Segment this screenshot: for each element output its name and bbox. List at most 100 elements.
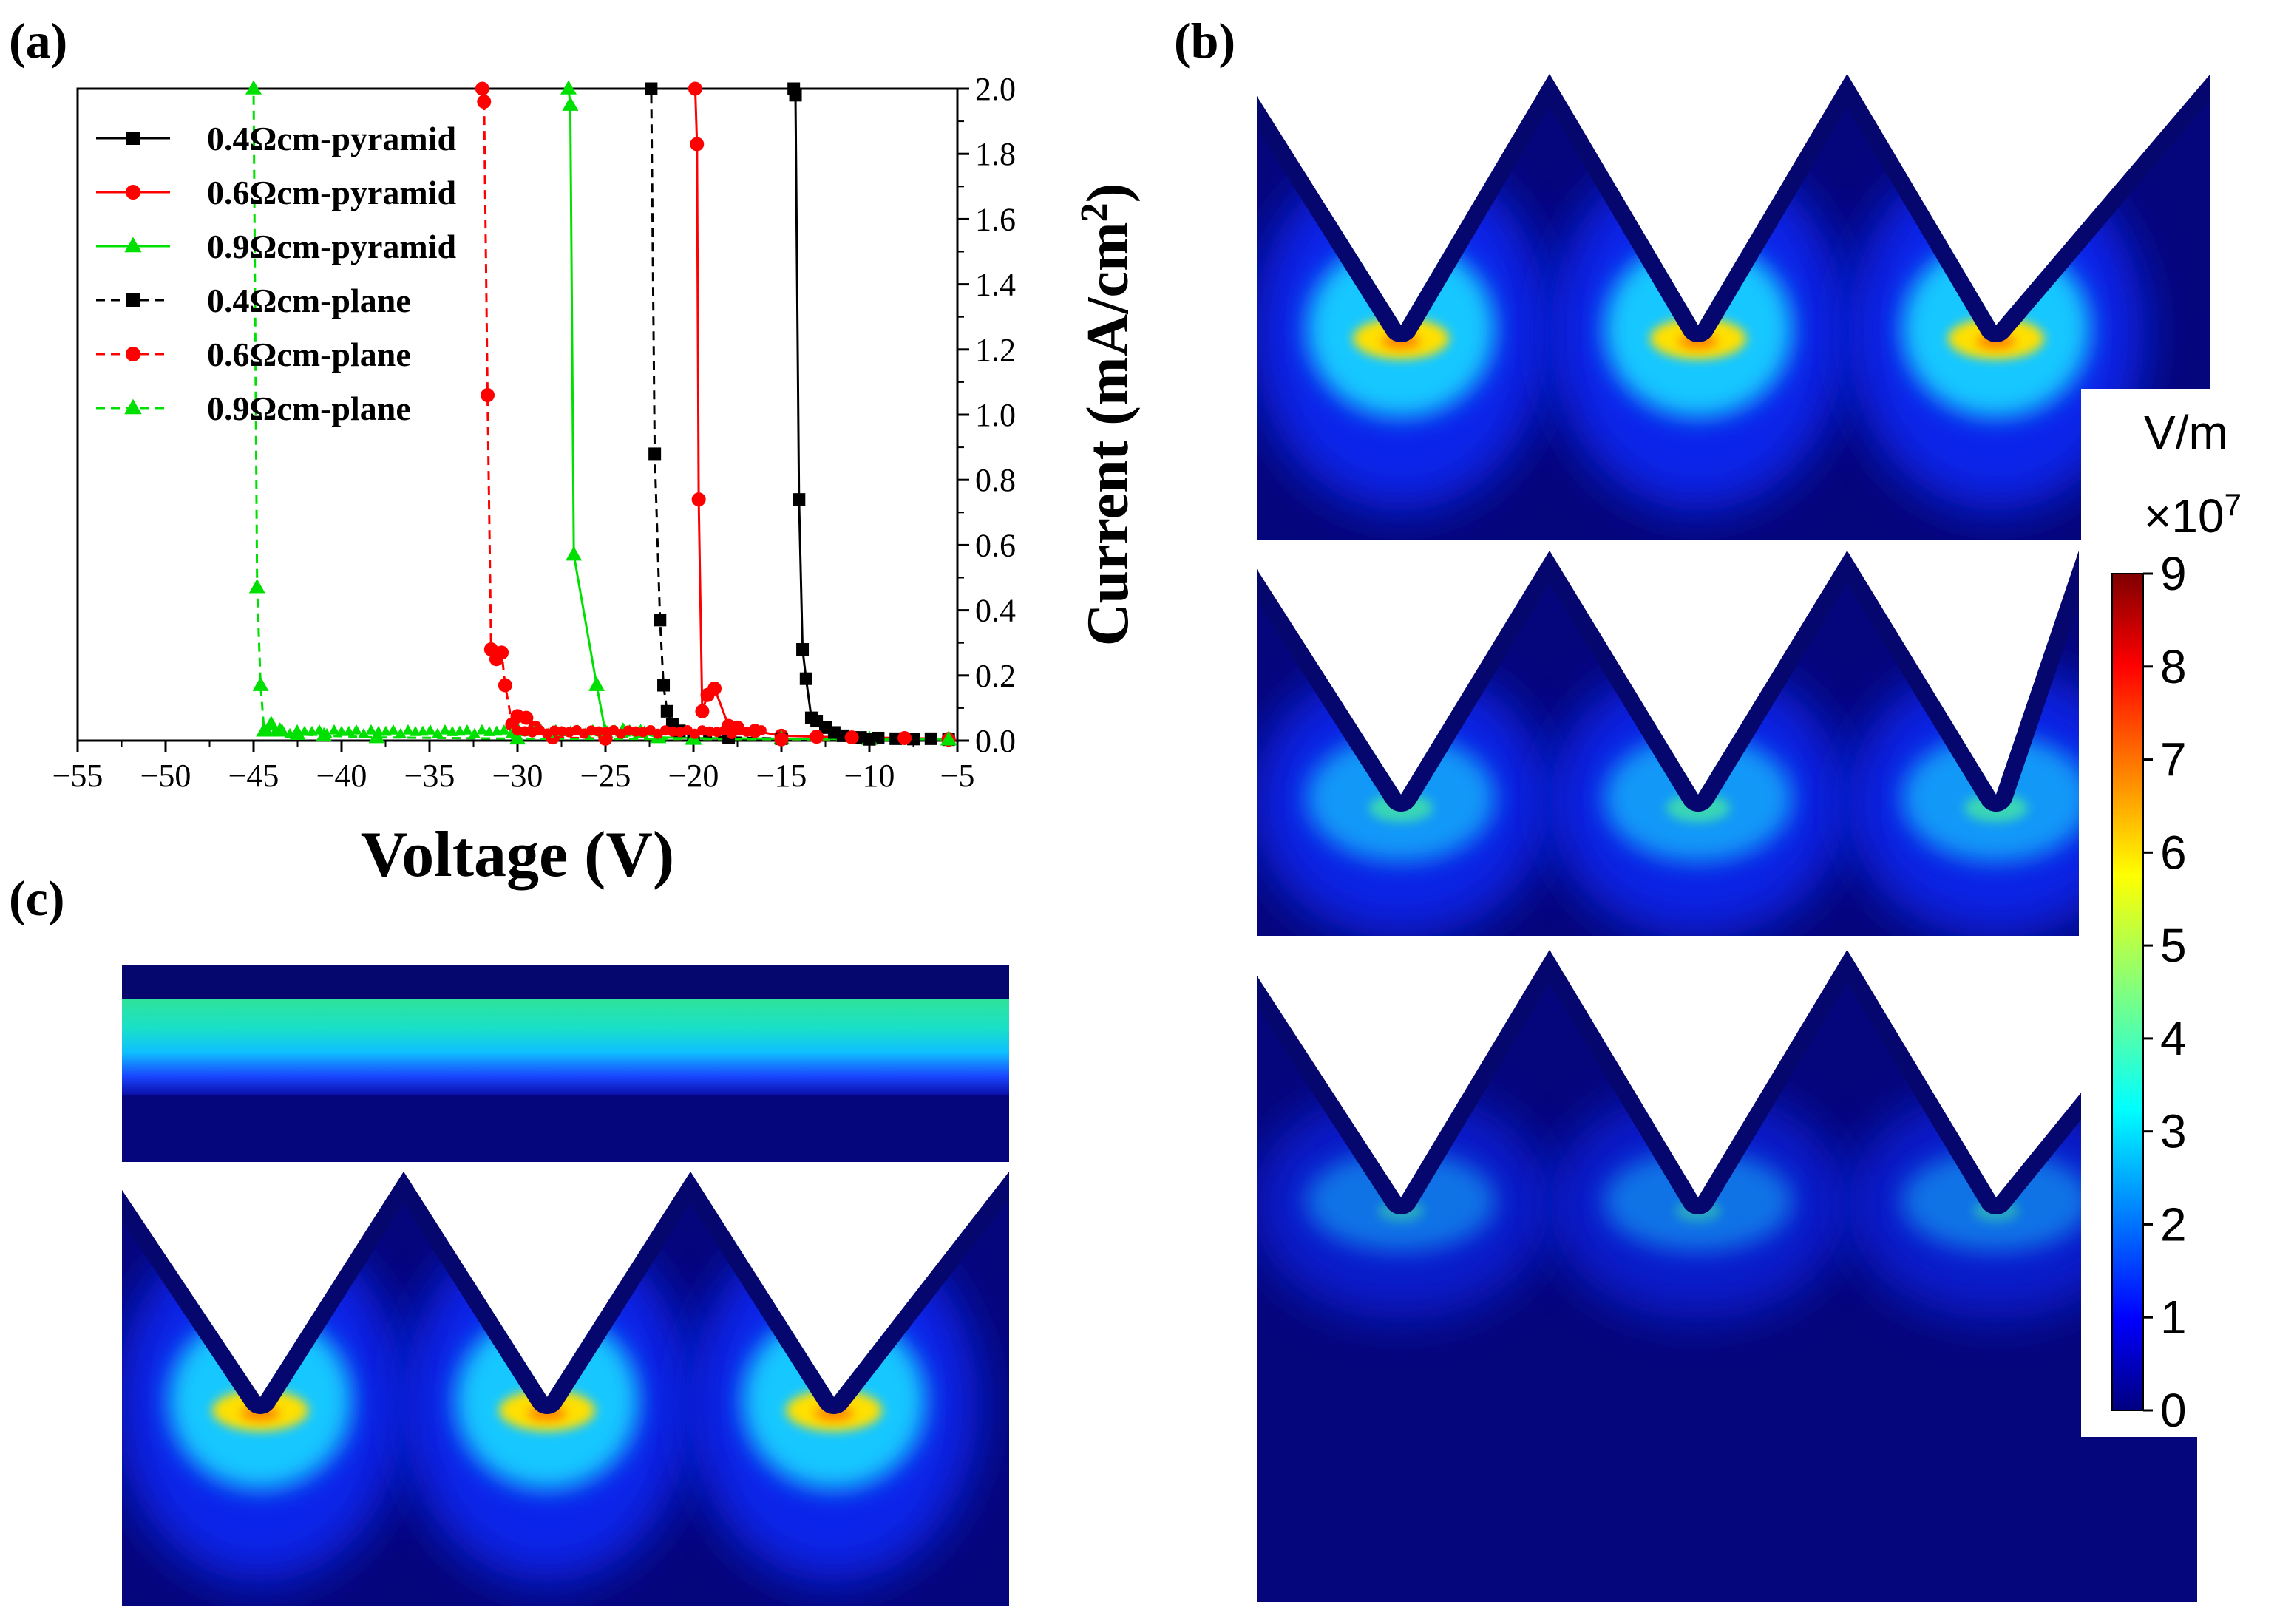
baseline-point-0	[469, 727, 481, 738]
x-tick-label: −55	[52, 758, 103, 794]
y-tick-label: 1.4	[975, 267, 1016, 303]
x-tick-label: −20	[668, 758, 719, 794]
data-point-3	[645, 82, 658, 95]
data-point-1	[691, 492, 706, 507]
legend-marker-4	[126, 347, 140, 361]
baseline-point-0	[299, 725, 310, 736]
colorbar-tick-label: 0	[2160, 1384, 2187, 1437]
baseline-point-0	[424, 724, 436, 735]
data-point-1	[695, 704, 710, 718]
colorbar-tick-label: 2	[2160, 1197, 2187, 1251]
y-tick-label: 0.0	[975, 723, 1016, 759]
y-tick-label: 1.0	[975, 397, 1016, 433]
data-point-3	[648, 447, 662, 461]
colorbar-tick-label: 5	[2160, 919, 2187, 972]
baseline-point-1	[756, 725, 767, 736]
data-point-0	[793, 493, 806, 506]
baseline-point-0	[432, 727, 444, 738]
x-axis-label: Voltage (V)	[361, 819, 674, 891]
legend-marker-5	[124, 398, 142, 415]
y-tick-label: 0.6	[975, 527, 1016, 563]
data-point-0	[799, 672, 812, 685]
y-axis-label: Current (mA/cm2)	[1073, 183, 1141, 647]
panel-label-b: (b)	[1174, 13, 1235, 69]
y-axis-label-sup: 2	[1073, 203, 1116, 222]
baseline-point-0	[284, 727, 296, 738]
legend-label-0: 0.4Ωcm-pyramid	[207, 120, 456, 157]
y-tick-label: 2.0	[975, 71, 1016, 107]
data-point-1	[844, 730, 859, 745]
baseline-point-0	[476, 724, 488, 735]
x-tick-label: −35	[404, 758, 455, 794]
x-tick-label: −40	[316, 758, 367, 794]
data-point-2	[562, 96, 579, 111]
baseline-point-0	[410, 726, 421, 736]
y-axis-label-main: Current (mA/cm	[1076, 222, 1141, 646]
legend-label-5: 0.9Ωcm-plane	[207, 390, 411, 427]
data-point-4	[481, 388, 495, 403]
x-tick-label: −25	[580, 758, 631, 794]
data-point-1	[810, 730, 824, 744]
data-point-2	[588, 676, 605, 691]
legend-marker-1	[126, 185, 140, 200]
data-point-1	[688, 81, 702, 96]
baseline-point-0	[291, 724, 303, 735]
series-line-3	[650, 89, 949, 741]
data-point-4	[498, 678, 512, 693]
markers-group	[245, 80, 957, 747]
legend-label-1: 0.6Ωcm-pyramid	[207, 174, 456, 211]
legend-marker-0	[126, 132, 140, 145]
data-point-5	[509, 730, 526, 745]
field-body	[1257, 74, 2210, 540]
x-tick-label: −5	[940, 758, 975, 794]
x-tick-label: −30	[492, 758, 543, 794]
data-point-1	[897, 730, 912, 745]
surface-layer	[1257, 74, 2210, 342]
data-point-5	[252, 676, 269, 691]
baseline-point-0	[498, 724, 510, 735]
colorbar-tick-label: 1	[2160, 1291, 2187, 1344]
colorbar-tick-label: 4	[2160, 1012, 2187, 1065]
surface-layer	[122, 1172, 1009, 1414]
y-tick-label: 1.6	[975, 201, 1016, 237]
colorbar-tick-label: 6	[2160, 826, 2187, 879]
y-axis-label-end: )	[1076, 183, 1141, 203]
baseline-point-0	[395, 727, 407, 738]
map-b-bottom	[1257, 950, 2197, 1602]
baseline-point-1	[667, 726, 678, 737]
baseline-point-0	[402, 724, 414, 735]
data-point-4	[475, 81, 489, 96]
baseline-point-0	[328, 724, 340, 735]
panel-label-c: (c)	[9, 870, 64, 926]
series-line-0	[793, 89, 949, 741]
legend-label-2: 0.9Ωcm-pyramid	[207, 228, 456, 265]
colorbar-tick-label: 8	[2160, 640, 2187, 693]
legend-marker-2	[124, 237, 142, 253]
surface-layer	[1257, 551, 2079, 812]
baseline-point-0	[321, 727, 333, 738]
colorbar-ticks: 0 1 2 3 4 5 6 7 8 9	[2143, 547, 2187, 1437]
map-b-middle	[1257, 551, 2079, 936]
map-b-top	[1257, 74, 2210, 540]
y-tick-label: 1.8	[975, 136, 1016, 172]
colorbar-tick-label: 9	[2160, 547, 2187, 600]
baseline-point-1	[630, 726, 641, 737]
baseline-point-0	[439, 724, 451, 735]
data-point-2	[560, 80, 577, 95]
series-line-2	[567, 89, 949, 741]
legend-label-3: 0.4Ωcm-plane	[207, 282, 411, 319]
y-tick-label: 0.4	[975, 593, 1016, 629]
data-point-2	[566, 546, 583, 561]
legend-marker-3	[126, 293, 140, 307]
baseline-point-0	[313, 724, 325, 735]
data-point-1	[700, 687, 715, 702]
colorbar-scale	[2111, 573, 2144, 1411]
map-c-pyramid	[122, 1172, 1009, 1606]
data-point-3	[654, 614, 667, 627]
data-point-0	[924, 732, 937, 745]
baseline-point-0	[358, 727, 370, 738]
legend-label-4: 0.6Ωcm-plane	[207, 336, 411, 373]
baseline-point-0	[506, 727, 517, 738]
data-point-5	[248, 579, 265, 594]
